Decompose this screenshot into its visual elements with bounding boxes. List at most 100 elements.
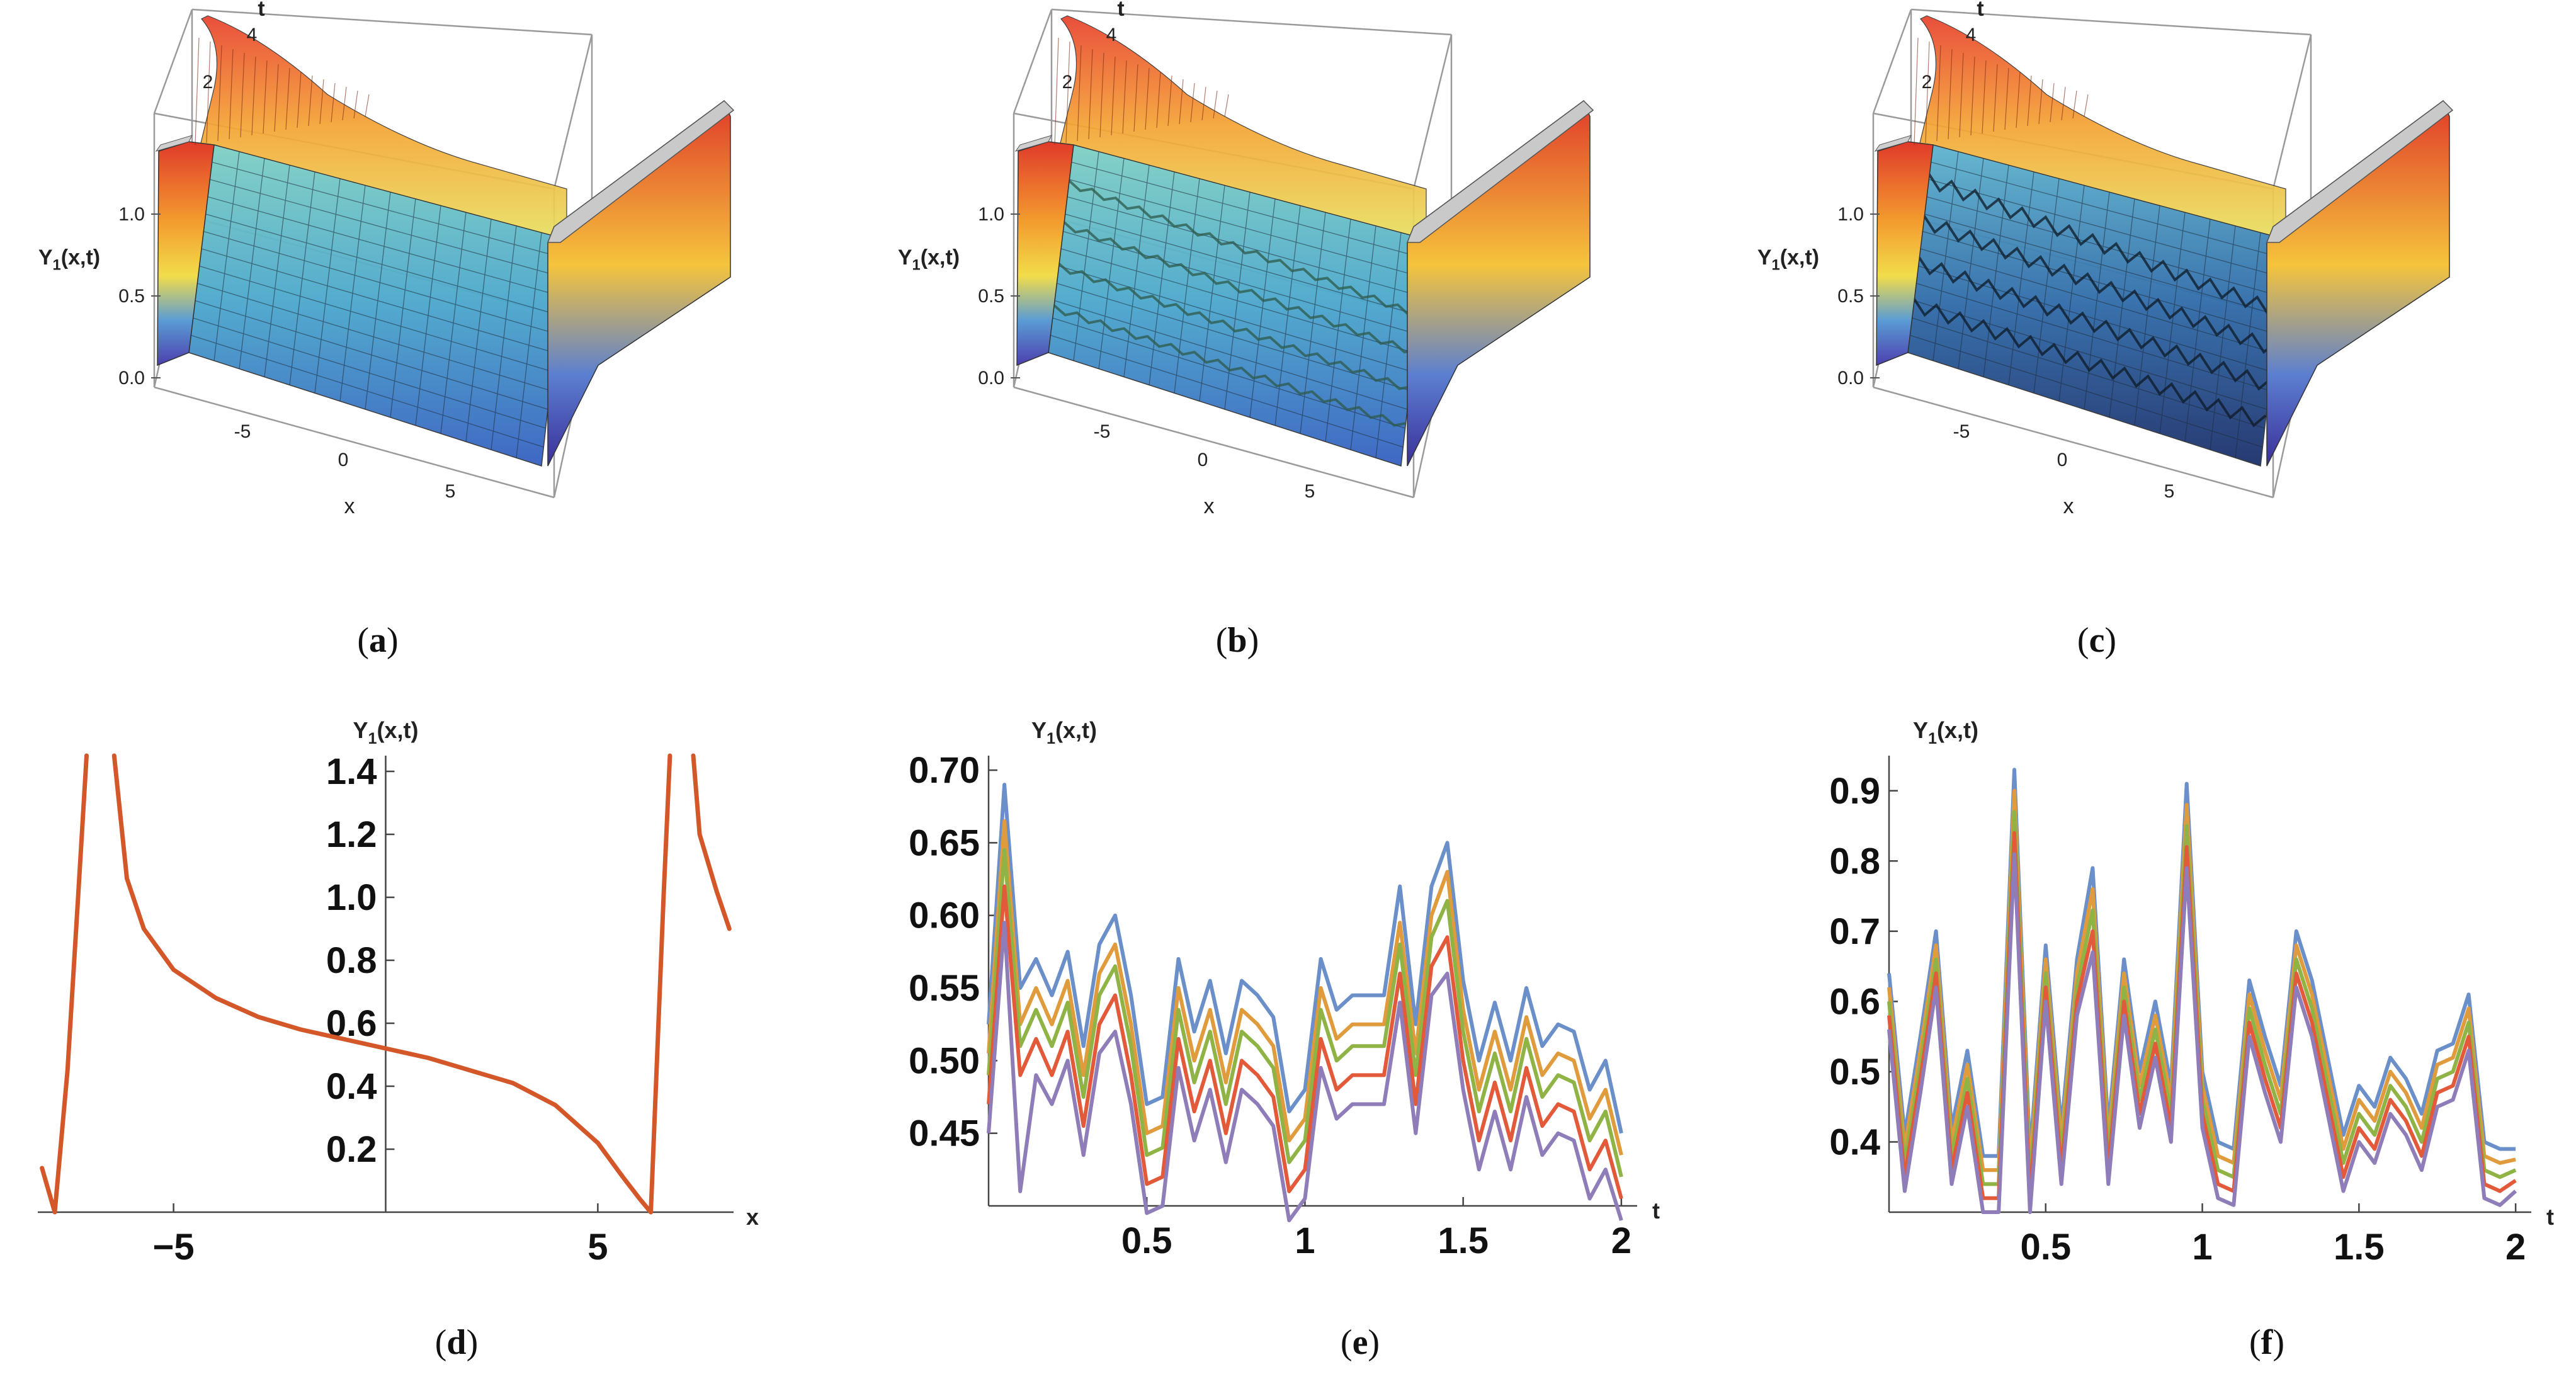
surface-back-wall bbox=[191, 15, 567, 240]
panel-caption-a: (a) bbox=[357, 621, 398, 660]
y-tick-label: 0.9 bbox=[1829, 771, 1880, 812]
panel-caption-c: (c) bbox=[2077, 621, 2116, 660]
surface-plot-b: 0.0 0.5 1.0 Y1(x,t) -5 0 5 x 2 4t (b) bbox=[898, 0, 1594, 660]
series-3 bbox=[987, 848, 1623, 1178]
t-tick-label: 2 bbox=[1062, 72, 1073, 93]
x-tick-label: 5 bbox=[2164, 481, 2175, 502]
y-tick-label: 0.4 bbox=[1829, 1121, 1880, 1162]
line-plot-e: 0.45 0.50 0.55 0.60 0.65 0.70 0.5 1 1.5 2t Y1(x,t)… bbox=[909, 717, 1660, 1362]
z-tick-label: 0.0 bbox=[978, 368, 1004, 389]
x-axis-label: x bbox=[344, 494, 355, 518]
z-axis-label: Y1(x,t) bbox=[1757, 246, 1819, 274]
y-tick-label: 1.4 bbox=[326, 751, 377, 792]
x-tick-label: 5 bbox=[587, 1227, 608, 1268]
x-tick-label: 0.5 bbox=[1121, 1220, 1172, 1261]
series-2 bbox=[987, 819, 1623, 1156]
x-axis-label: x bbox=[1204, 494, 1215, 518]
y-tick-label: 1.0 bbox=[326, 877, 377, 918]
surface-right-wall bbox=[1407, 99, 1591, 467]
t-tick-label: 4 bbox=[1966, 25, 1977, 45]
surface-plot-a: 0.0 0.5 1.0 Y1(x,t) -5 0 5 x 2 4t (a) bbox=[38, 0, 735, 660]
panel-caption-d: (d) bbox=[435, 1323, 478, 1362]
z-tick-label: 0.0 bbox=[118, 368, 145, 389]
x-tick-label: -5 bbox=[1094, 421, 1111, 442]
surface-ridges bbox=[1052, 179, 1422, 427]
surface-wall-fins bbox=[195, 37, 370, 145]
x-tick-label: 0 bbox=[338, 450, 349, 470]
surface-plot-c: 0.0 0.5 1.0 Y1(x,t) -5 0 5 x 2 4t (c) bbox=[1757, 0, 2454, 660]
surface-wall-fins bbox=[1054, 37, 1229, 145]
surface-wall-fins bbox=[1914, 37, 2089, 145]
series-line bbox=[987, 921, 1623, 1223]
panel-caption-e: (e) bbox=[1341, 1323, 1380, 1362]
y-tick-label: 0.5 bbox=[1829, 1052, 1880, 1093]
y-axis-label: Y1(x,t) bbox=[353, 717, 418, 747]
y-tick-label: 0.8 bbox=[1829, 841, 1880, 882]
series-line-segment bbox=[649, 753, 672, 1215]
surface-left-wall bbox=[1016, 141, 1074, 366]
surface-back-wall bbox=[1910, 15, 2286, 240]
series-line bbox=[987, 848, 1623, 1178]
surface-ridges bbox=[1912, 171, 2282, 428]
x-tick-label: 1 bbox=[1295, 1220, 1315, 1261]
x-axis-label: x bbox=[746, 1204, 759, 1230]
x-tick-label: -5 bbox=[234, 421, 251, 442]
t-axis-label: t bbox=[1977, 0, 1983, 21]
y-tick-label: 0.2 bbox=[326, 1129, 377, 1170]
y-tick-label: 0.70 bbox=[909, 750, 980, 791]
surface-left-wall bbox=[1876, 141, 1934, 366]
series-4 bbox=[987, 884, 1623, 1200]
series-line bbox=[987, 783, 1623, 1134]
z-tick-label: 1.0 bbox=[978, 204, 1004, 225]
y-tick-label: 0.60 bbox=[909, 895, 980, 936]
surface-right-cap bbox=[1406, 100, 1594, 243]
z-tick-label: 0.5 bbox=[978, 286, 1004, 307]
surface-right-wall bbox=[2266, 99, 2450, 467]
series-1 bbox=[40, 753, 732, 1215]
series-line bbox=[987, 884, 1623, 1200]
surface-left-cap bbox=[1014, 135, 1052, 152]
surface-left-wall bbox=[157, 141, 215, 366]
x-tick-label: 1.5 bbox=[1438, 1220, 1489, 1261]
x-tick-label: -5 bbox=[1953, 421, 1970, 442]
series-line-segment bbox=[691, 753, 732, 931]
y-tick-label: 0.7 bbox=[1829, 911, 1880, 952]
surface-right-wall bbox=[547, 99, 731, 467]
panel-caption-f: (f) bbox=[2249, 1323, 2284, 1362]
y-tick-label: 0.6 bbox=[1829, 981, 1880, 1022]
x-tick-label: 2 bbox=[1611, 1220, 1631, 1261]
x-axis-label: t bbox=[2546, 1204, 2554, 1230]
x-tick-label: 1 bbox=[2192, 1227, 2212, 1268]
x-tick-label: −5 bbox=[153, 1227, 195, 1268]
t-axis-label: t bbox=[258, 0, 264, 21]
surface-back-wall bbox=[1051, 15, 1427, 240]
series-1 bbox=[987, 783, 1623, 1134]
y-tick-label: 0.8 bbox=[326, 940, 377, 981]
z-tick-label: 1.0 bbox=[1837, 204, 1864, 225]
y-tick-label: 1.2 bbox=[326, 814, 377, 855]
z-axis-label: Y1(x,t) bbox=[38, 246, 100, 274]
t-axis-label: t bbox=[1117, 0, 1124, 21]
series-5 bbox=[987, 921, 1623, 1223]
x-axis-label: t bbox=[1652, 1198, 1660, 1224]
surface-mesh bbox=[1050, 151, 1424, 458]
x-tick-label: 0 bbox=[1198, 450, 1208, 470]
y-tick-label: 0.65 bbox=[909, 822, 980, 863]
y-tick-label: 0.55 bbox=[909, 968, 980, 1009]
z-axis-label: Y1(x,t) bbox=[898, 246, 960, 274]
series-line-segment bbox=[111, 753, 654, 1215]
x-tick-label: 1.5 bbox=[2334, 1227, 2385, 1268]
y-axis-label: Y1(x,t) bbox=[1913, 717, 1978, 747]
series-5 bbox=[1887, 852, 2517, 1214]
z-tick-label: 0.0 bbox=[1837, 368, 1864, 389]
surface-left-cap bbox=[155, 135, 193, 152]
x-tick-label: 0.5 bbox=[2020, 1227, 2071, 1268]
surface-mesh bbox=[191, 151, 565, 458]
x-tick-label: 2 bbox=[2505, 1227, 2526, 1268]
x-tick-label: 5 bbox=[445, 481, 456, 502]
t-tick-label: 2 bbox=[203, 72, 213, 93]
series-line bbox=[1887, 852, 2517, 1214]
series-line bbox=[987, 819, 1623, 1156]
t-tick-label: 4 bbox=[247, 25, 258, 45]
